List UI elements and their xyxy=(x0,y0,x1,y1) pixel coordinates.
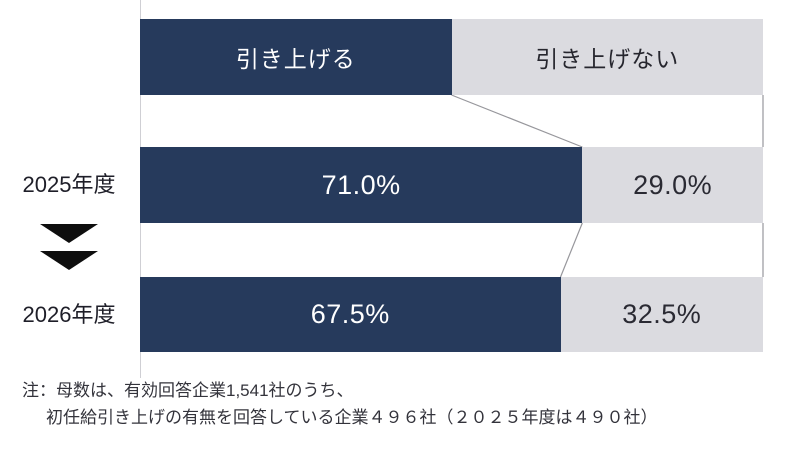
value-label-no-raise-2025: 29.0% xyxy=(633,169,713,200)
category-label-2026: 2026年度 xyxy=(22,302,116,327)
bar-segment-raise-2025: 71.0% xyxy=(140,147,583,223)
footnote-line-2: 初任給引き上げの有無を回答している企業４９６社（２０２５年度は４９０社） xyxy=(46,408,658,427)
category-label-2025: 2025年度 xyxy=(22,172,116,197)
value-label-raise-2025: 71.0% xyxy=(321,169,401,200)
legend-item-raise: 引き上げる xyxy=(140,19,452,95)
bar-segment-raise-2026: 67.5% xyxy=(140,277,561,352)
legend-item-no-raise: 引き上げない xyxy=(451,19,763,95)
down-arrow-icon xyxy=(40,251,98,270)
down-arrow-icon xyxy=(40,224,98,243)
bar-segment-no-raise-2025: 29.0% xyxy=(582,147,763,223)
footnote-line-1: 注：母数は、有効回答企業1,541社のうち、 xyxy=(22,381,354,400)
value-label-no-raise-2026: 32.5% xyxy=(622,299,702,329)
connector-line-legend-to-2025 xyxy=(451,94,583,148)
footnote: 注：母数は、有効回答企業1,541社のうち、 初任給引き上げの有無を回答している… xyxy=(22,377,658,431)
legend: 引き上げる 引き上げない xyxy=(140,19,763,95)
legend-no-raise-label: 引き上げない xyxy=(535,46,680,72)
connector-line-2025-to-2026 xyxy=(559,222,583,278)
bar-row-2026: 67.5% 32.5% xyxy=(140,277,763,352)
down-arrows xyxy=(40,224,98,278)
value-label-raise-2026: 67.5% xyxy=(310,299,390,329)
legend-raise-label: 引き上げる xyxy=(235,46,356,72)
bar-row-2025: 71.0% 29.0% xyxy=(140,147,763,223)
bar-segment-no-raise-2026: 32.5% xyxy=(560,277,763,352)
